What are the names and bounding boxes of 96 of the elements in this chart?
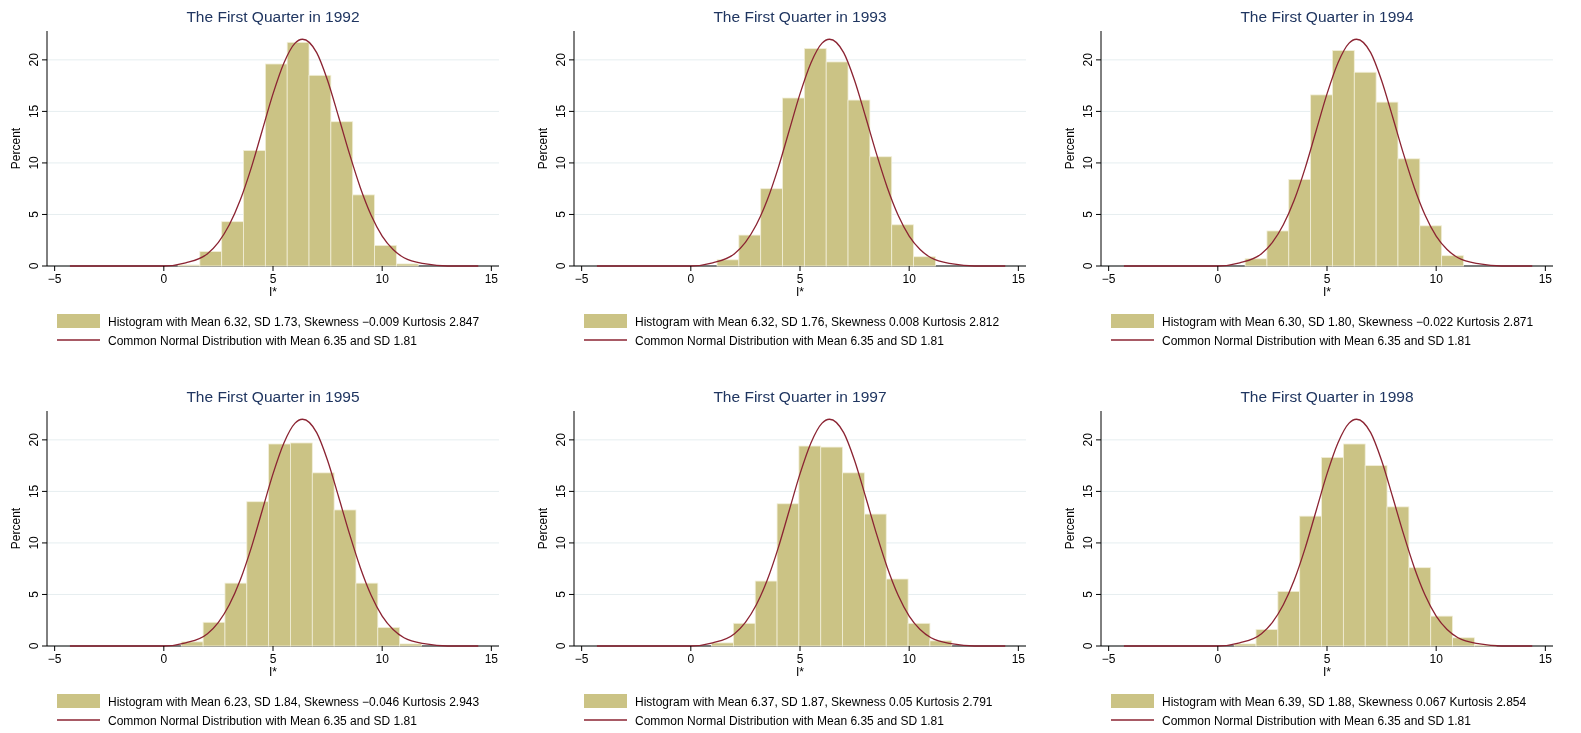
x-tick-label: 10: [1429, 272, 1444, 286]
y-tick-label: 5: [27, 210, 41, 218]
y-tick-label: 0: [554, 642, 568, 650]
y-axis-title: Percent: [9, 127, 23, 170]
y-tick-label: 0: [1081, 642, 1095, 650]
x-axis-title: I*: [1322, 285, 1332, 299]
x-tick-label: 5: [269, 272, 277, 286]
y-tick-label: 10: [27, 535, 41, 550]
chart-title: The First Quarter in 1993: [713, 8, 887, 25]
y-tick-label: 15: [1081, 484, 1095, 499]
y-tick-label: 0: [554, 262, 568, 270]
legend-label: Histogram with Mean 6.23, SD 1.84, Skewness −0.046 Kurtosis 2.943: [108, 694, 480, 709]
chart-title: The First Quarter in 1997: [713, 388, 887, 405]
x-tick-label: 15: [1538, 272, 1553, 286]
y-axis-title: Percent: [536, 127, 550, 170]
y-tick-label: 15: [554, 484, 568, 499]
x-tick-label: 0: [160, 652, 168, 666]
y-tick-label: 20: [1081, 432, 1095, 447]
y-tick-label: 15: [554, 104, 568, 119]
x-axis-title: I*: [795, 665, 805, 679]
y-tick-label: 10: [27, 155, 41, 170]
y-tick-label: 5: [1081, 590, 1095, 598]
y-axis-title: Percent: [1063, 507, 1077, 550]
chart-title: The First Quarter in 1995: [186, 388, 360, 405]
x-tick-label: 5: [269, 652, 277, 666]
y-tick-label: 10: [1081, 155, 1095, 170]
legend-label: Common Normal Distribution with Mean 6.35 and SD 1.81: [635, 713, 945, 728]
x-tick-label: 5: [796, 652, 804, 666]
y-tick-label: 20: [1081, 52, 1095, 67]
legend-label: Histogram with Mean 6.30, SD 1.80, Skewness −0.022 Kurtosis 2.871: [1162, 314, 1534, 329]
x-tick-label: 0: [1214, 652, 1222, 666]
x-axis-title: I*: [268, 665, 278, 679]
y-tick-label: 0: [27, 642, 41, 650]
x-tick-label: 15: [1011, 652, 1026, 666]
chart-title: The First Quarter in 1998: [1240, 388, 1414, 405]
x-tick-label: −5: [1101, 652, 1116, 666]
legend-label: Histogram with Mean 6.32, SD 1.73, Skewness −0.009 Kurtosis 2.847: [108, 314, 480, 329]
y-tick-label: 5: [554, 590, 568, 598]
legend-label: Common Normal Distribution with Mean 6.35 and SD 1.81: [108, 713, 418, 728]
x-tick-label: −5: [47, 652, 62, 666]
y-tick-label: 20: [554, 52, 568, 67]
legend-label: Histogram with Mean 6.39, SD 1.88, Skewness 0.067 Kurtosis 2.854: [1162, 694, 1527, 709]
y-axis-title: Percent: [9, 507, 23, 550]
x-axis-title: I*: [795, 285, 805, 299]
legend-label: Histogram with Mean 6.32, SD 1.76, Skewness 0.008 Kurtosis 2.812: [635, 314, 1000, 329]
x-tick-label: 5: [796, 272, 804, 286]
line-series: [596, 38, 1006, 267]
legend-label: Common Normal Distribution with Mean 6.35 and SD 1.81: [1162, 333, 1472, 348]
y-axis-title: Percent: [1063, 127, 1077, 170]
x-tick-label: 0: [687, 652, 695, 666]
y-tick-label: 20: [27, 432, 41, 447]
x-tick-label: −5: [574, 272, 589, 286]
y-tick-label: 5: [554, 210, 568, 218]
x-axis-title: I*: [1322, 665, 1332, 679]
x-tick-label: 5: [1323, 652, 1331, 666]
y-tick-label: 15: [1081, 104, 1095, 119]
x-tick-label: −5: [1101, 272, 1116, 286]
y-tick-label: 15: [27, 484, 41, 499]
y-tick-label: 5: [1081, 210, 1095, 218]
y-tick-label: 15: [27, 104, 41, 119]
line-series: [1123, 418, 1533, 647]
legend-label: Common Normal Distribution with Mean 6.35 and SD 1.81: [1162, 713, 1472, 728]
chart-title: The First Quarter in 1992: [186, 8, 360, 25]
line-series: [1123, 38, 1533, 267]
x-tick-label: 15: [484, 652, 499, 666]
y-tick-label: 0: [27, 262, 41, 270]
x-tick-label: 0: [687, 272, 695, 286]
line-series: [69, 418, 479, 647]
x-tick-label: −5: [47, 272, 62, 286]
x-tick-label: 15: [1538, 652, 1553, 666]
legend-label: Common Normal Distribution with Mean 6.35 and SD 1.81: [635, 333, 945, 348]
x-tick-label: 10: [902, 652, 917, 666]
x-tick-label: 5: [1323, 272, 1331, 286]
y-tick-label: 5: [27, 590, 41, 598]
x-tick-label: 10: [375, 272, 390, 286]
x-tick-label: 10: [1429, 652, 1444, 666]
x-tick-label: 10: [902, 272, 917, 286]
x-tick-label: 15: [484, 272, 499, 286]
x-axis-title: I*: [268, 285, 278, 299]
y-tick-label: 20: [27, 52, 41, 67]
legend-label: Histogram with Mean 6.37, SD 1.87, Skewness 0.05 Kurtosis 2.791: [635, 694, 993, 709]
x-tick-label: −5: [574, 652, 589, 666]
x-tick-label: 0: [1214, 272, 1222, 286]
line-series: [69, 38, 479, 267]
y-axis-title: Percent: [536, 507, 550, 550]
legend-label: Common Normal Distribution with Mean 6.35 and SD 1.81: [108, 333, 418, 348]
y-tick-label: 0: [1081, 262, 1095, 270]
y-tick-label: 10: [1081, 535, 1095, 550]
x-tick-label: 15: [1011, 272, 1026, 286]
y-tick-label: 20: [554, 432, 568, 447]
x-tick-label: 10: [375, 652, 390, 666]
y-tick-label: 10: [554, 535, 568, 550]
line-series: [596, 418, 1006, 647]
chart-title: The First Quarter in 1994: [1240, 8, 1414, 25]
y-tick-label: 10: [554, 155, 568, 170]
x-tick-label: 0: [160, 272, 168, 286]
